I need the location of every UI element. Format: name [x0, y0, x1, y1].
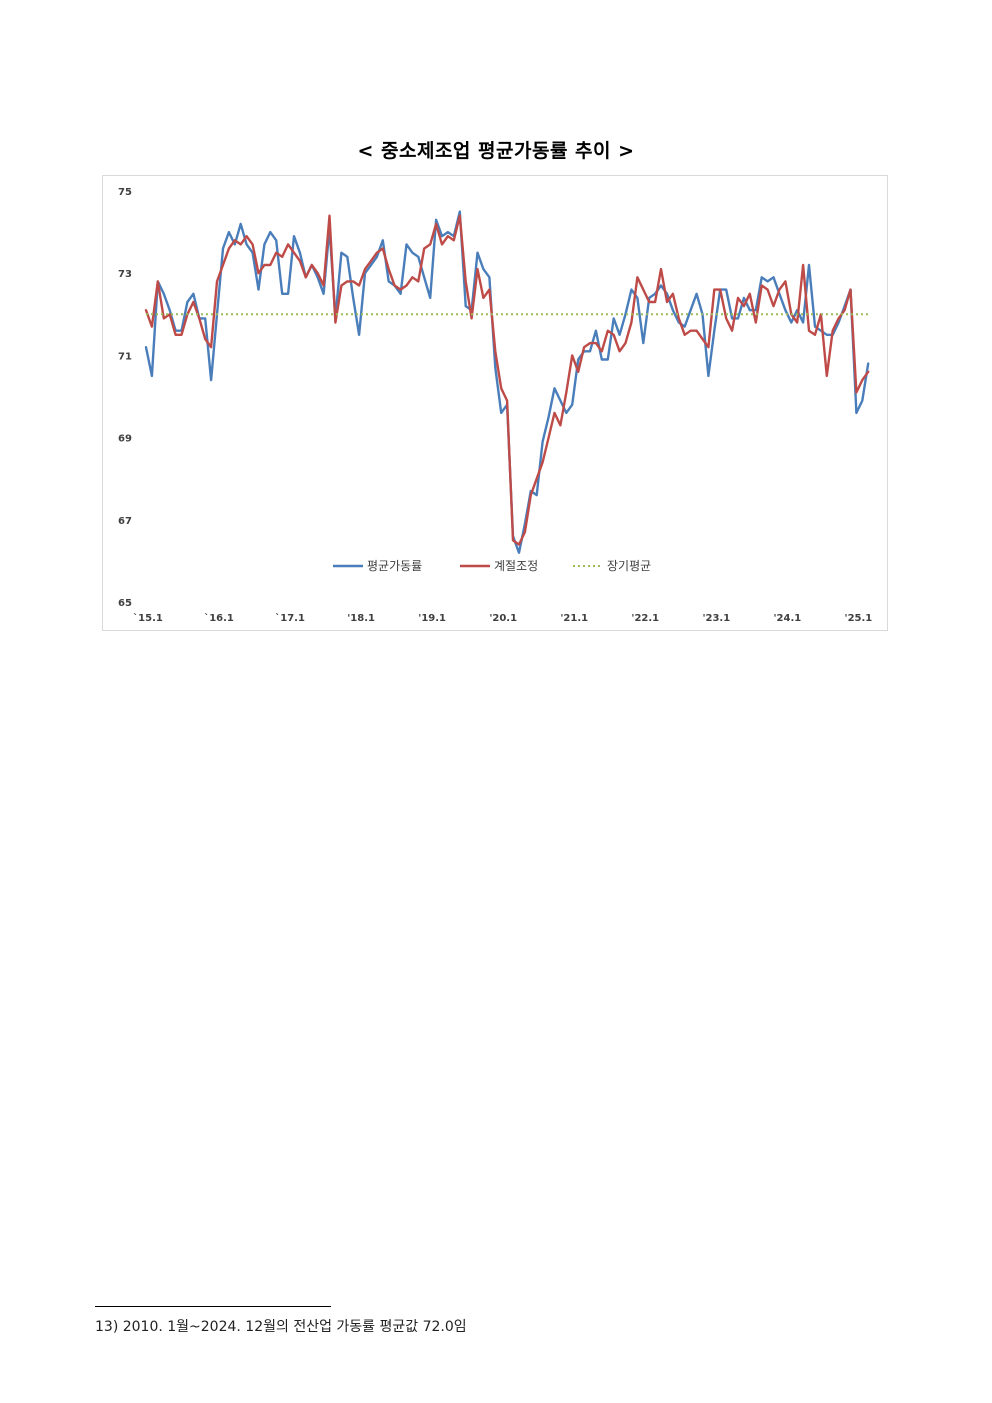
series-line-seasonally-adjusted [144, 214, 870, 546]
x-tick-label: '24.1 [773, 613, 801, 624]
x-tick-label: `15.1 [133, 612, 163, 624]
y-tick-label: 67 [118, 516, 132, 527]
x-tick-label: '25.1 [845, 613, 873, 624]
footnote-divider [95, 1306, 331, 1307]
legend-label: 평균가동률 [367, 559, 422, 573]
chart-area: 75 73 71 69 67 65 `15.1 `16.1 `17.1 '18.1 '19.1 '20… [102, 175, 888, 631]
x-tick-label: '23.1 [702, 613, 730, 624]
chart-title: < 중소제조업 평균가동률 추이 > [357, 140, 635, 162]
x-tick-label: '18.1 [347, 613, 375, 624]
y-tick-label: 69 [118, 434, 132, 445]
y-tick-label: 73 [118, 269, 132, 280]
x-tick-label: `17.1 [275, 612, 305, 624]
x-tick-label: '22.1 [631, 613, 659, 624]
y-tick-label: 71 [118, 351, 132, 362]
x-tick-label: '19.1 [418, 613, 446, 624]
y-tick-label: 75 [118, 187, 132, 198]
series-line-average-utilization [144, 210, 870, 554]
x-tick-label: '20.1 [489, 613, 517, 624]
x-tick-label: '21.1 [560, 613, 588, 624]
legend-label: 장기평균 [607, 559, 651, 573]
y-tick-label: 65 [118, 598, 132, 609]
line-chart: 75 73 71 69 67 65`15.1 `16.1 `17.1 '18.1 '19.1 '20… [118, 187, 873, 624]
legend-label: 계절조정 [494, 559, 538, 573]
footnote: 13) 2010. 1월~2024. 12월의 전산업 가동률 평균값 72.0… [95, 1319, 467, 1335]
x-tick-label: `16.1 [204, 612, 234, 624]
